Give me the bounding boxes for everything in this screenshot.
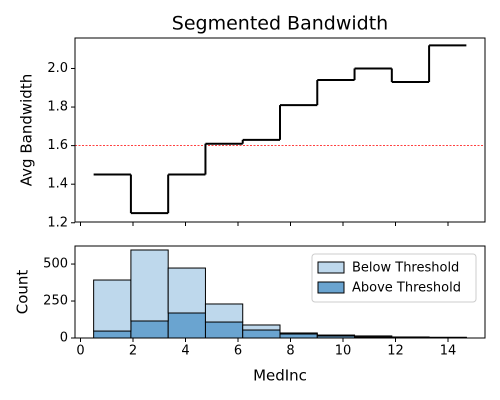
histogram-bar	[167, 312, 206, 339]
y-tick-label: 500	[43, 257, 68, 272]
x-tick-label: 12	[387, 344, 404, 359]
y-tick-label: 250	[43, 294, 68, 309]
y-axis-label: Count	[14, 270, 32, 315]
histogram-bar	[204, 321, 244, 339]
x-tick-label: 6	[234, 344, 242, 359]
x-axis-label: MedInc	[253, 367, 307, 385]
x-tick-label: 4	[181, 344, 189, 359]
y-tick-label: 1.8	[47, 100, 68, 115]
axes-frame	[74, 37, 486, 223]
x-tick-label: 2	[129, 344, 137, 359]
y-tick-label: 1.4	[47, 177, 68, 192]
legend-label: Below Threshold	[352, 261, 459, 276]
histogram-bar	[93, 330, 132, 339]
histogram-bar	[167, 267, 206, 314]
axes-frame	[74, 245, 486, 339]
y-tick-label: 2.0	[47, 61, 68, 76]
x-tick-label: 8	[286, 344, 294, 359]
y-tick-label: 0	[60, 331, 68, 346]
histogram-bar	[130, 320, 169, 339]
histogram-bar	[93, 279, 132, 332]
histogram-bar	[204, 303, 244, 323]
chart-title: Segmented Bandwidth	[172, 13, 388, 35]
histogram-bar	[279, 333, 318, 339]
y-axis-label: Avg Bandwidth	[18, 74, 36, 186]
histogram-bar	[354, 335, 393, 338]
x-tick-label: 14	[440, 344, 457, 359]
histogram-bar	[242, 324, 281, 331]
legend-swatch	[317, 281, 345, 294]
legend-swatch	[317, 261, 345, 274]
histogram-bar	[242, 329, 281, 339]
y-tick-label: 1.2	[47, 215, 68, 230]
histogram-bar	[130, 249, 169, 322]
histogram-bar	[316, 334, 356, 337]
y-tick-label: 1.6	[47, 138, 68, 153]
histogram-bar	[279, 332, 318, 335]
x-tick-label: 0	[76, 344, 84, 359]
legend-label: Above Threshold	[352, 281, 461, 296]
legend-box	[311, 253, 477, 303]
x-tick-label: 10	[335, 344, 352, 359]
